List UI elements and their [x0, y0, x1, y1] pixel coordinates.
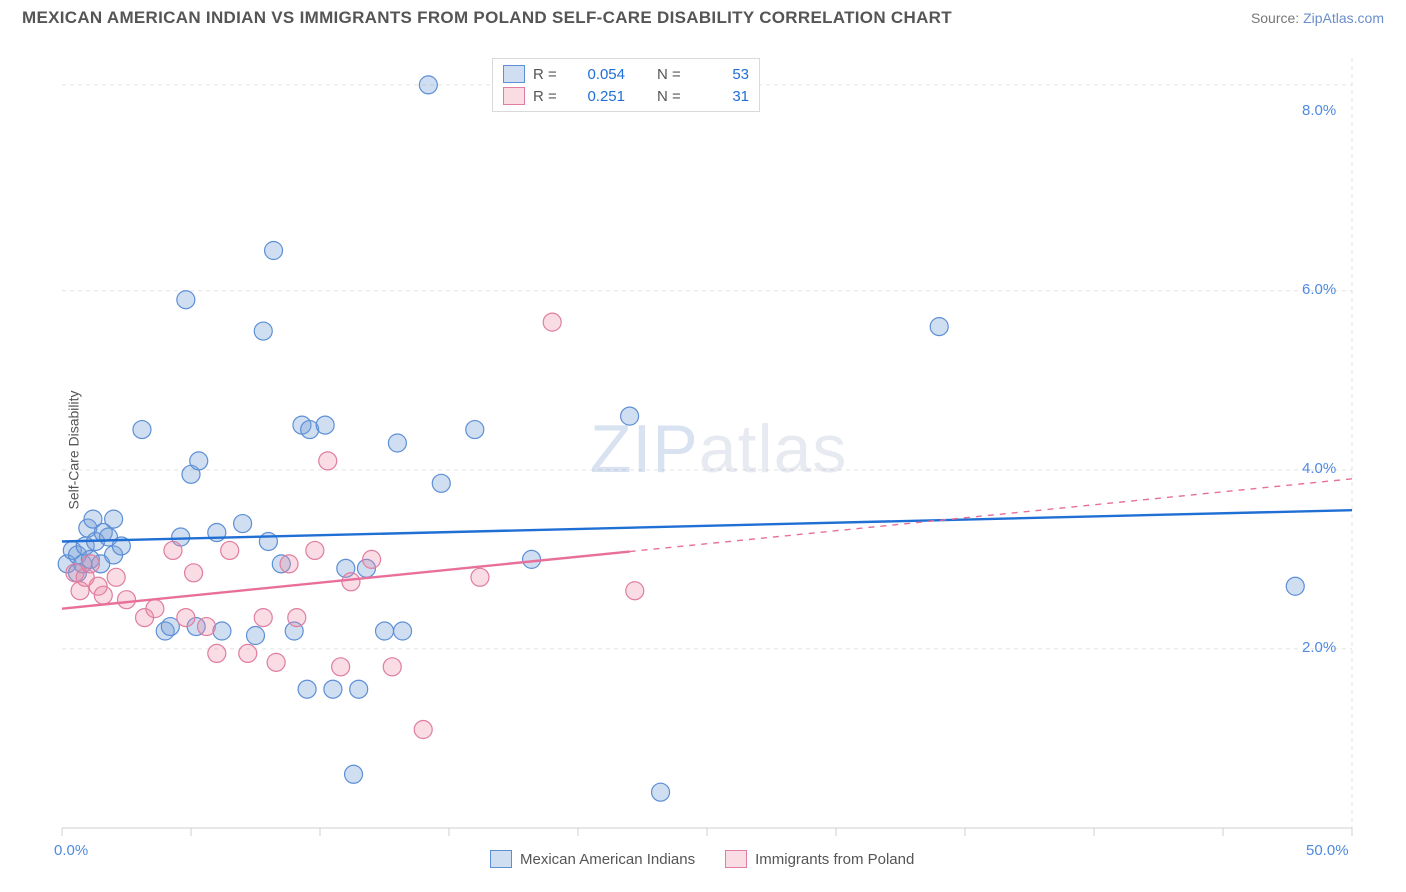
legend-swatch	[725, 850, 747, 868]
scatter-plot	[20, 40, 1386, 860]
y-tick-label: 6.0%	[1302, 281, 1336, 298]
source-link[interactable]: ZipAtlas.com	[1303, 10, 1384, 26]
x-tick-label: 0.0%	[54, 842, 88, 859]
legend-swatch	[490, 850, 512, 868]
legend-swatch	[503, 87, 525, 105]
legend-n-value: 53	[695, 66, 749, 83]
y-tick-label: 2.0%	[1302, 639, 1336, 656]
source-prefix: Source:	[1251, 10, 1303, 26]
source-attribution: Source: ZipAtlas.com	[1251, 10, 1384, 26]
chart-title: MEXICAN AMERICAN INDIAN VS IMMIGRANTS FR…	[22, 8, 952, 28]
legend-n-value: 31	[695, 88, 749, 105]
legend-series-item: Mexican American Indians	[490, 850, 695, 868]
y-axis-label: Self-Care Disability	[66, 390, 82, 509]
legend-series-name: Immigrants from Poland	[755, 851, 914, 868]
legend-r-label: R =	[533, 66, 563, 83]
legend-n-label: N =	[657, 88, 687, 105]
legend-rn-row: R = 0.251 N = 31	[503, 85, 749, 107]
legend-rn: R = 0.054 N = 53 R = 0.251 N = 31	[492, 58, 760, 112]
legend-n-label: N =	[657, 66, 687, 83]
legend-r-label: R =	[533, 88, 563, 105]
legend-swatch	[503, 65, 525, 83]
chart-container: Self-Care Disability ZIPatlas R =0.054N …	[20, 40, 1386, 860]
legend-series-item: Immigrants from Poland	[725, 850, 914, 868]
legend-r-value: 0.251	[571, 88, 625, 105]
legend-series: Mexican American Indians Immigrants from …	[490, 850, 914, 868]
x-tick-label: 50.0%	[1306, 842, 1349, 859]
legend-rn-row: R = 0.054 N = 53	[503, 63, 749, 85]
y-tick-label: 4.0%	[1302, 460, 1336, 477]
y-tick-label: 8.0%	[1302, 102, 1336, 119]
legend-series-name: Mexican American Indians	[520, 851, 695, 868]
legend-r-value: 0.054	[571, 66, 625, 83]
